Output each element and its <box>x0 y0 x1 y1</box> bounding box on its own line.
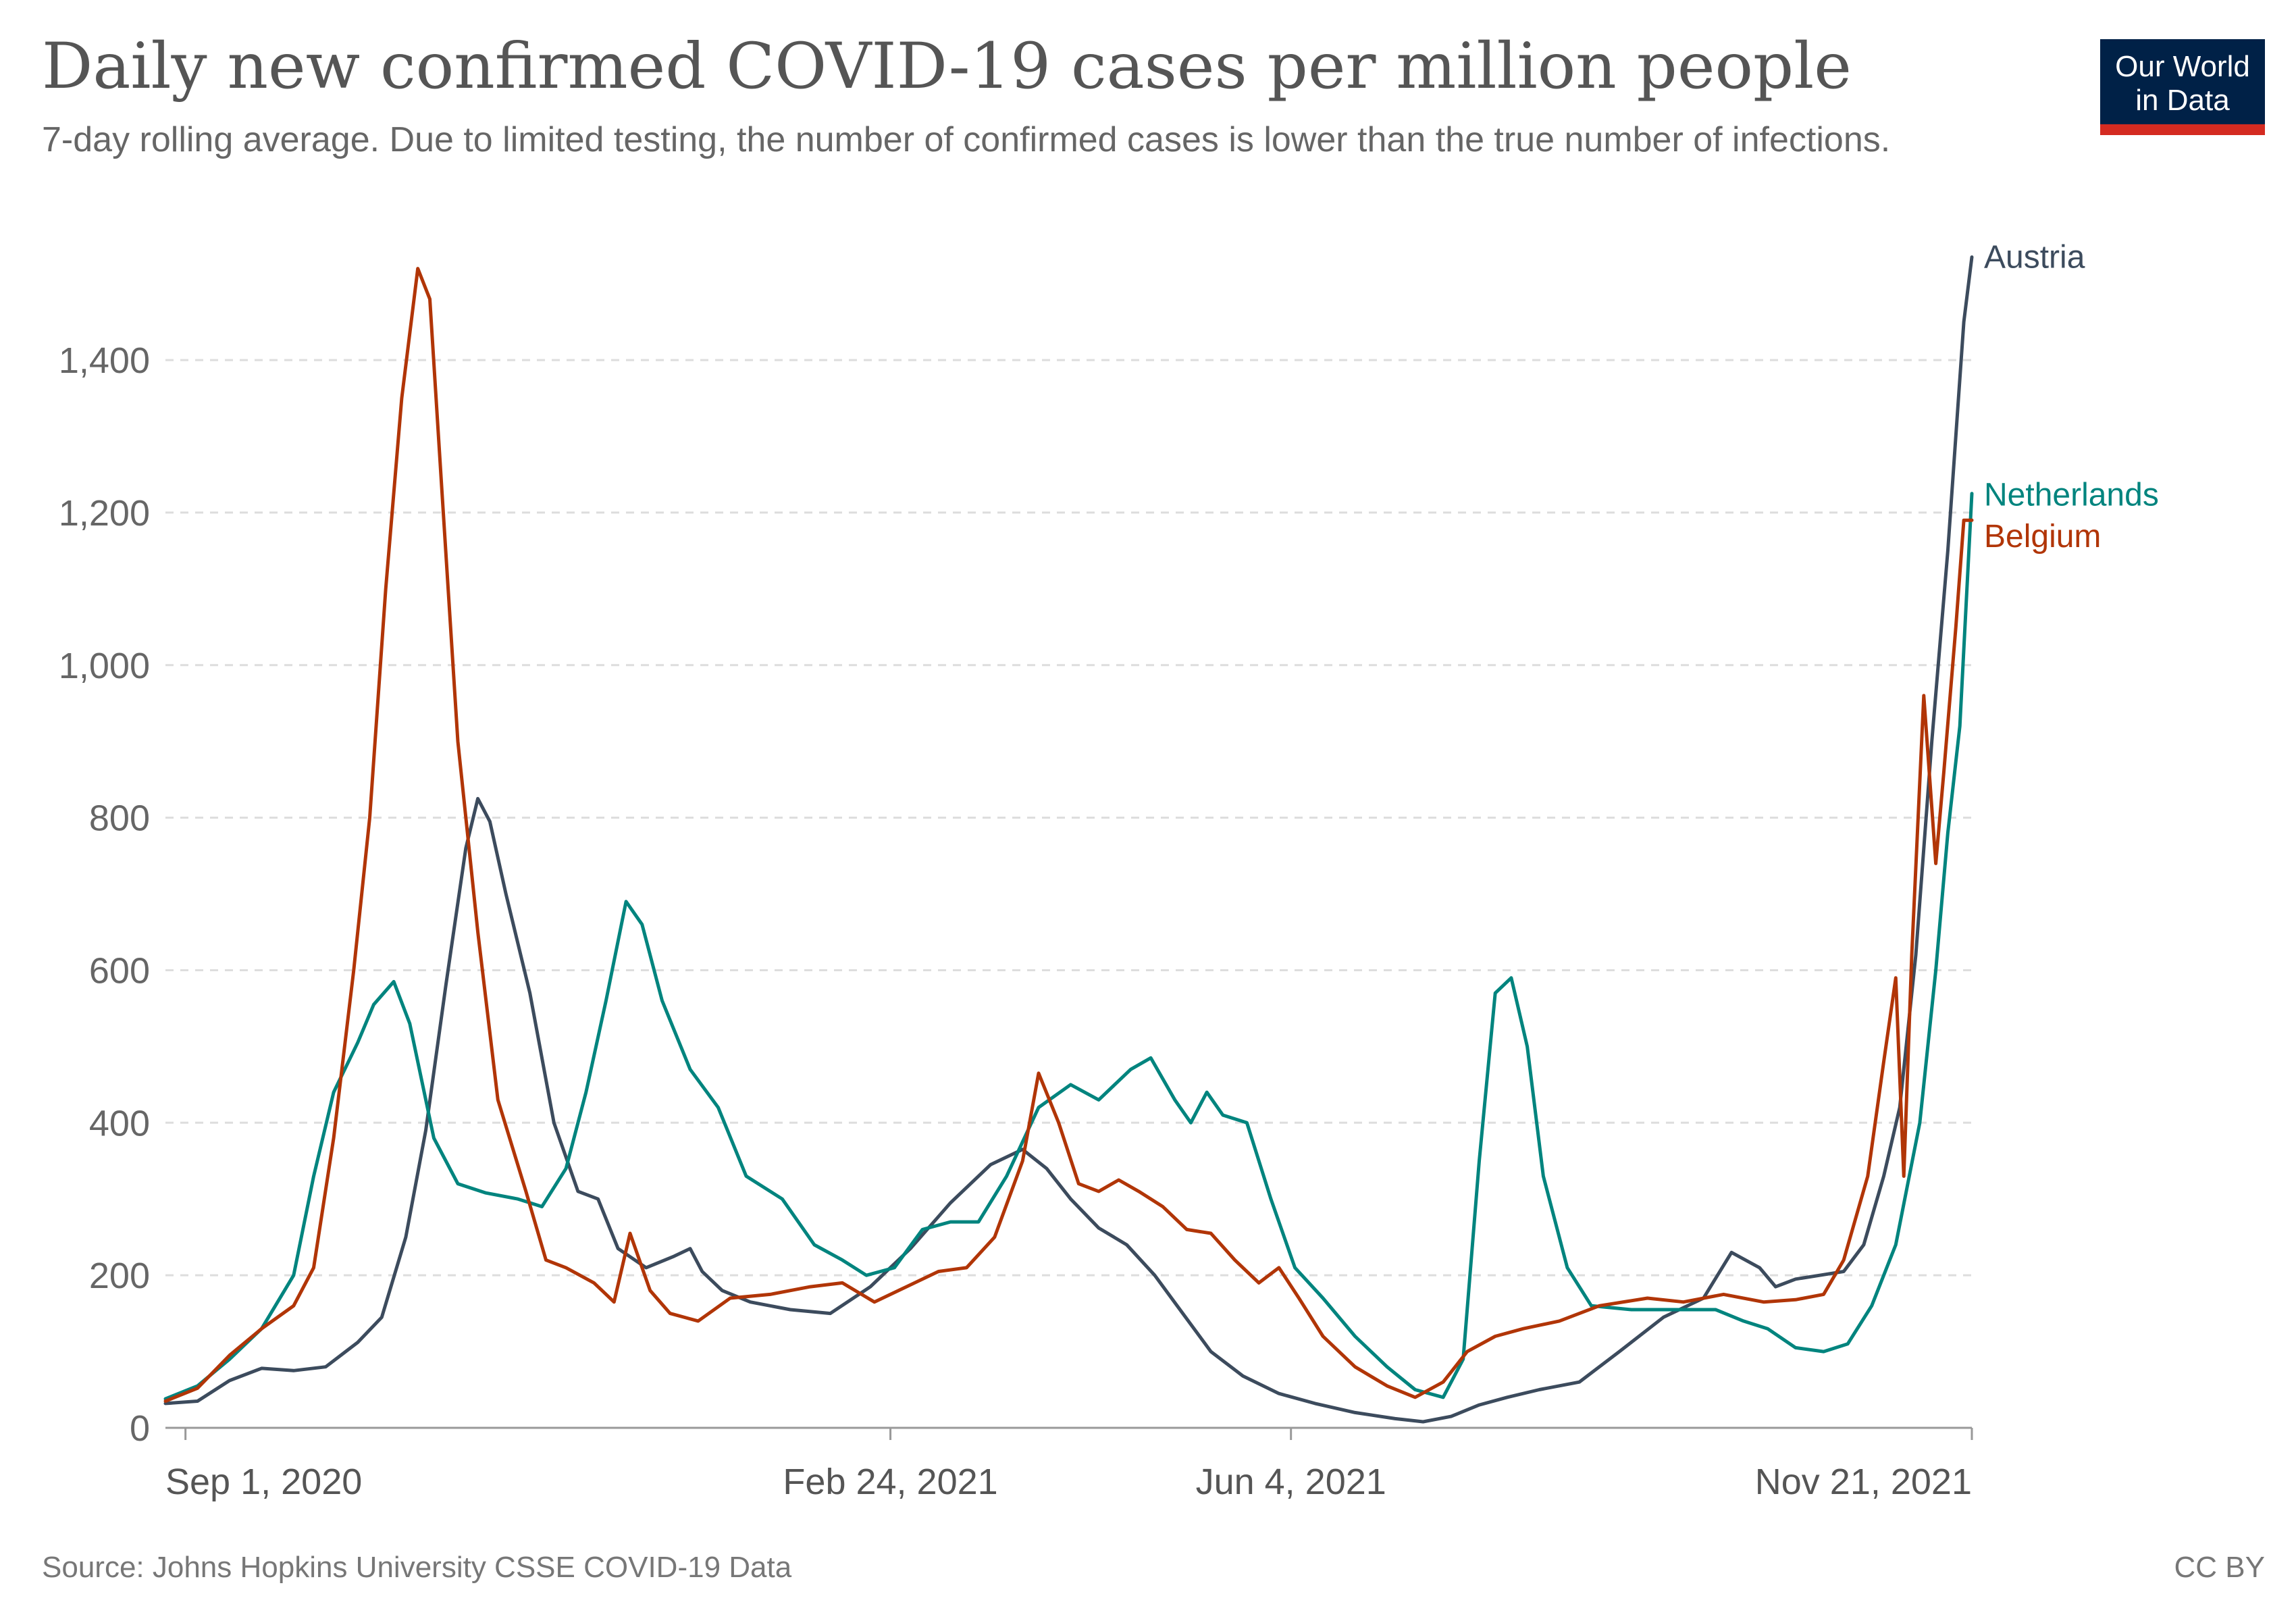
chart-subtitle: 7-day rolling average. Due to limited te… <box>42 120 1891 159</box>
x-tick-label: Sep 1, 2020 <box>165 1462 362 1502</box>
x-tick-label: Jun 4, 2021 <box>1196 1462 1386 1502</box>
y-tick-label: 0 <box>130 1408 150 1449</box>
y-tick-label: 1,400 <box>59 340 150 381</box>
series-line-austria[interactable] <box>163 255 1974 1424</box>
x-tick-label: Nov 21, 2021 <box>1755 1462 1972 1502</box>
y-tick-label: 200 <box>89 1256 150 1296</box>
source-note: Source: Johns Hopkins University CSSE CO… <box>42 1551 792 1584</box>
axes: 0 200 400 600 800 1,000 1,200 1,400 Sep 1, 2020 F… <box>59 340 1973 1502</box>
series-labels: Austria Netherlands Belgium <box>1984 240 2159 555</box>
series-label-belgium: Belgium <box>1984 519 2101 555</box>
chart-title: Daily new confirmed COVID-19 cases per m… <box>42 30 1852 103</box>
y-tick-label: 400 <box>89 1103 150 1143</box>
series-label-austria: Austria <box>1984 240 2085 276</box>
grid-lines <box>165 359 1972 1277</box>
series-line-netherlands[interactable] <box>163 492 1974 1401</box>
x-tick-label: Feb 24, 2021 <box>783 1462 997 1502</box>
owid-logo[interactable]: Our World in Data <box>2100 39 2265 135</box>
logo-line-2: in Data <box>2135 84 2230 117</box>
series-line-belgium[interactable] <box>163 267 1974 1403</box>
series-label-netherlands: Netherlands <box>1984 478 2159 513</box>
license-link[interactable]: CC BY <box>2174 1551 2265 1584</box>
y-tick-label: 800 <box>89 798 150 839</box>
logo-accent-bar <box>2100 124 2265 135</box>
y-tick-label: 600 <box>89 950 150 991</box>
y-tick-label: 1,000 <box>59 646 150 686</box>
logo-line-1: Our World <box>2115 50 2250 83</box>
y-tick-label: 1,200 <box>59 493 150 534</box>
series-lines <box>163 255 1974 1424</box>
